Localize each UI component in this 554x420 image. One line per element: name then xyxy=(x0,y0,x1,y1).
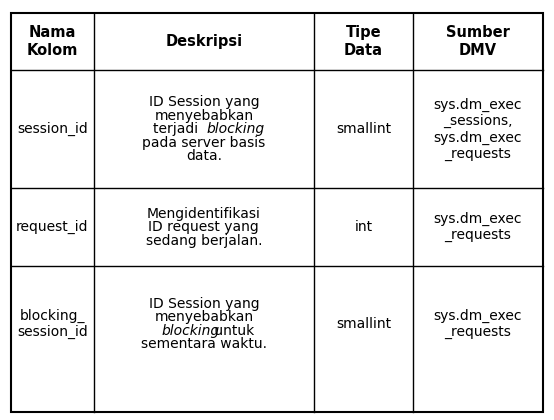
Text: blocking_
session_id: blocking_ session_id xyxy=(17,309,88,339)
Text: ID request yang: ID request yang xyxy=(148,220,259,234)
Text: menyebabkan: menyebabkan xyxy=(155,310,253,324)
Text: smallint: smallint xyxy=(336,122,391,136)
Text: ID Session yang: ID Session yang xyxy=(148,95,259,109)
Text: Sumber
DMV: Sumber DMV xyxy=(446,25,510,58)
Text: sementara waktu.: sementara waktu. xyxy=(141,337,267,351)
Text: Tipe
Data: Tipe Data xyxy=(344,25,383,58)
Text: blocking: blocking xyxy=(162,323,220,338)
Text: session_id: session_id xyxy=(17,122,88,136)
Text: terjadi: terjadi xyxy=(153,122,207,136)
Text: pada server basis: pada server basis xyxy=(142,136,265,150)
Text: sys.dm_exec
_requests: sys.dm_exec _requests xyxy=(434,212,522,242)
Text: untuk: untuk xyxy=(210,323,254,338)
Text: sedang berjalan.: sedang berjalan. xyxy=(146,234,262,247)
Text: Deskripsi: Deskripsi xyxy=(165,34,243,49)
Text: int: int xyxy=(355,220,372,234)
Text: sys.dm_exec
_requests: sys.dm_exec _requests xyxy=(434,309,522,339)
Text: Mengidentifikasi: Mengidentifikasi xyxy=(147,207,261,220)
Text: blocking: blocking xyxy=(207,122,265,136)
Text: ID Session yang: ID Session yang xyxy=(148,297,259,310)
Text: smallint: smallint xyxy=(336,317,391,331)
Text: sys.dm_exec
_sessions,
sys.dm_exec
_requests: sys.dm_exec _sessions, sys.dm_exec _requ… xyxy=(434,98,522,161)
Text: Nama
Kolom: Nama Kolom xyxy=(27,25,78,58)
Text: request_id: request_id xyxy=(16,220,89,234)
Text: menyebabkan: menyebabkan xyxy=(155,109,253,123)
Text: data.: data. xyxy=(186,149,222,163)
